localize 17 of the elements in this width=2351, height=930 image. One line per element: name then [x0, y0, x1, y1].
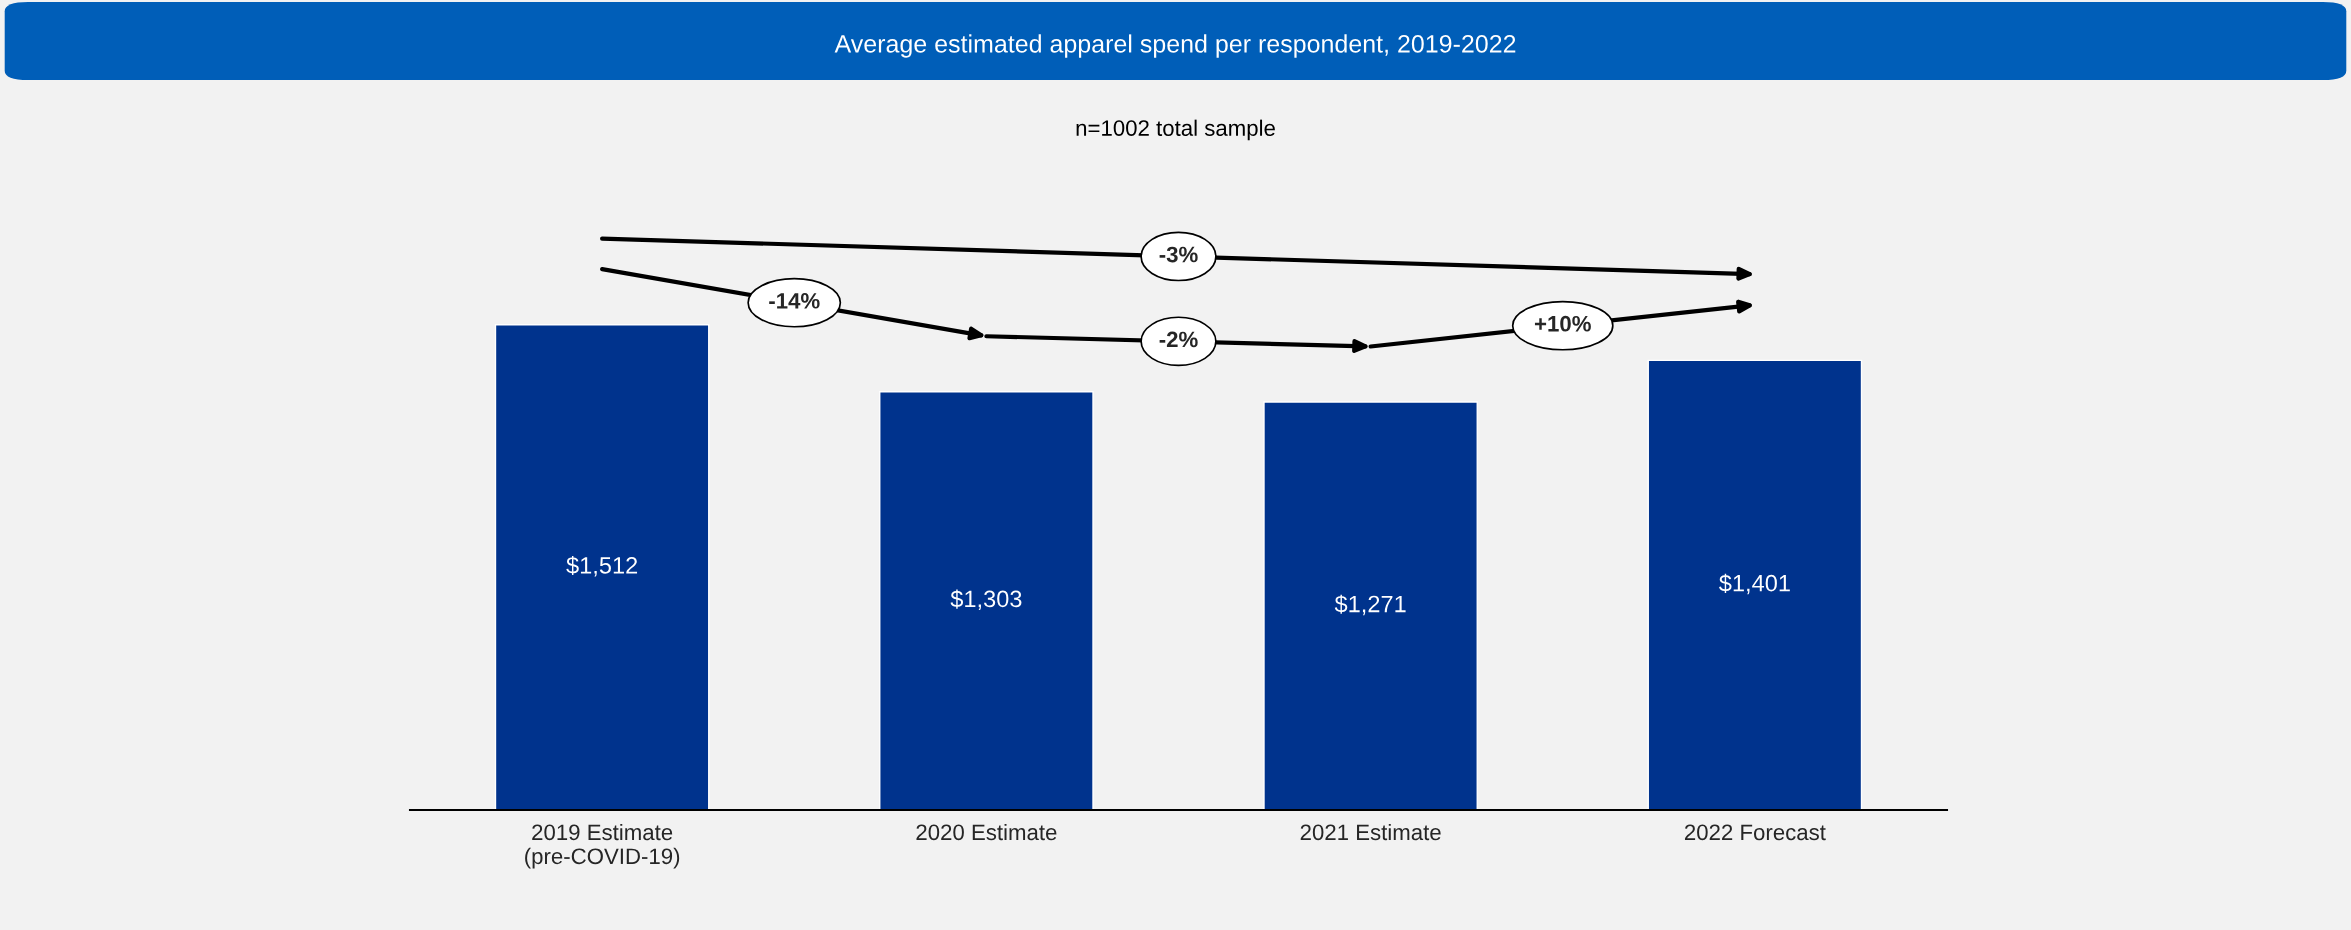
bar: [879, 391, 1094, 810]
bar: [1647, 359, 1863, 810]
data-label: $1,401: [1719, 573, 1790, 595]
chart-title: Average estimated apparel spend per respondent, 2019-2022: [834, 34, 1516, 58]
data-label: $1,512: [566, 555, 638, 577]
x-tick-label: 2020 Estimate: [916, 823, 1057, 841]
text: -14%: [769, 292, 820, 309]
chart-subtitle: n=1002 total sample: [1076, 119, 1275, 141]
x-tick-label: 2022 Forecast: [1684, 824, 1826, 841]
text: -3%: [1159, 246, 1198, 263]
data-label: $1,271: [1334, 594, 1406, 616]
annotation: -2%: [1159, 331, 1198, 348]
bar: [1263, 401, 1478, 810]
x-tick-label: 2021 Estimate: [1300, 823, 1441, 841]
x-tick-label: 2019 Estimate (pre-COVID-19): [525, 823, 680, 869]
annotation: +10%: [1534, 315, 1591, 332]
data-label: $1,303: [950, 589, 1022, 611]
